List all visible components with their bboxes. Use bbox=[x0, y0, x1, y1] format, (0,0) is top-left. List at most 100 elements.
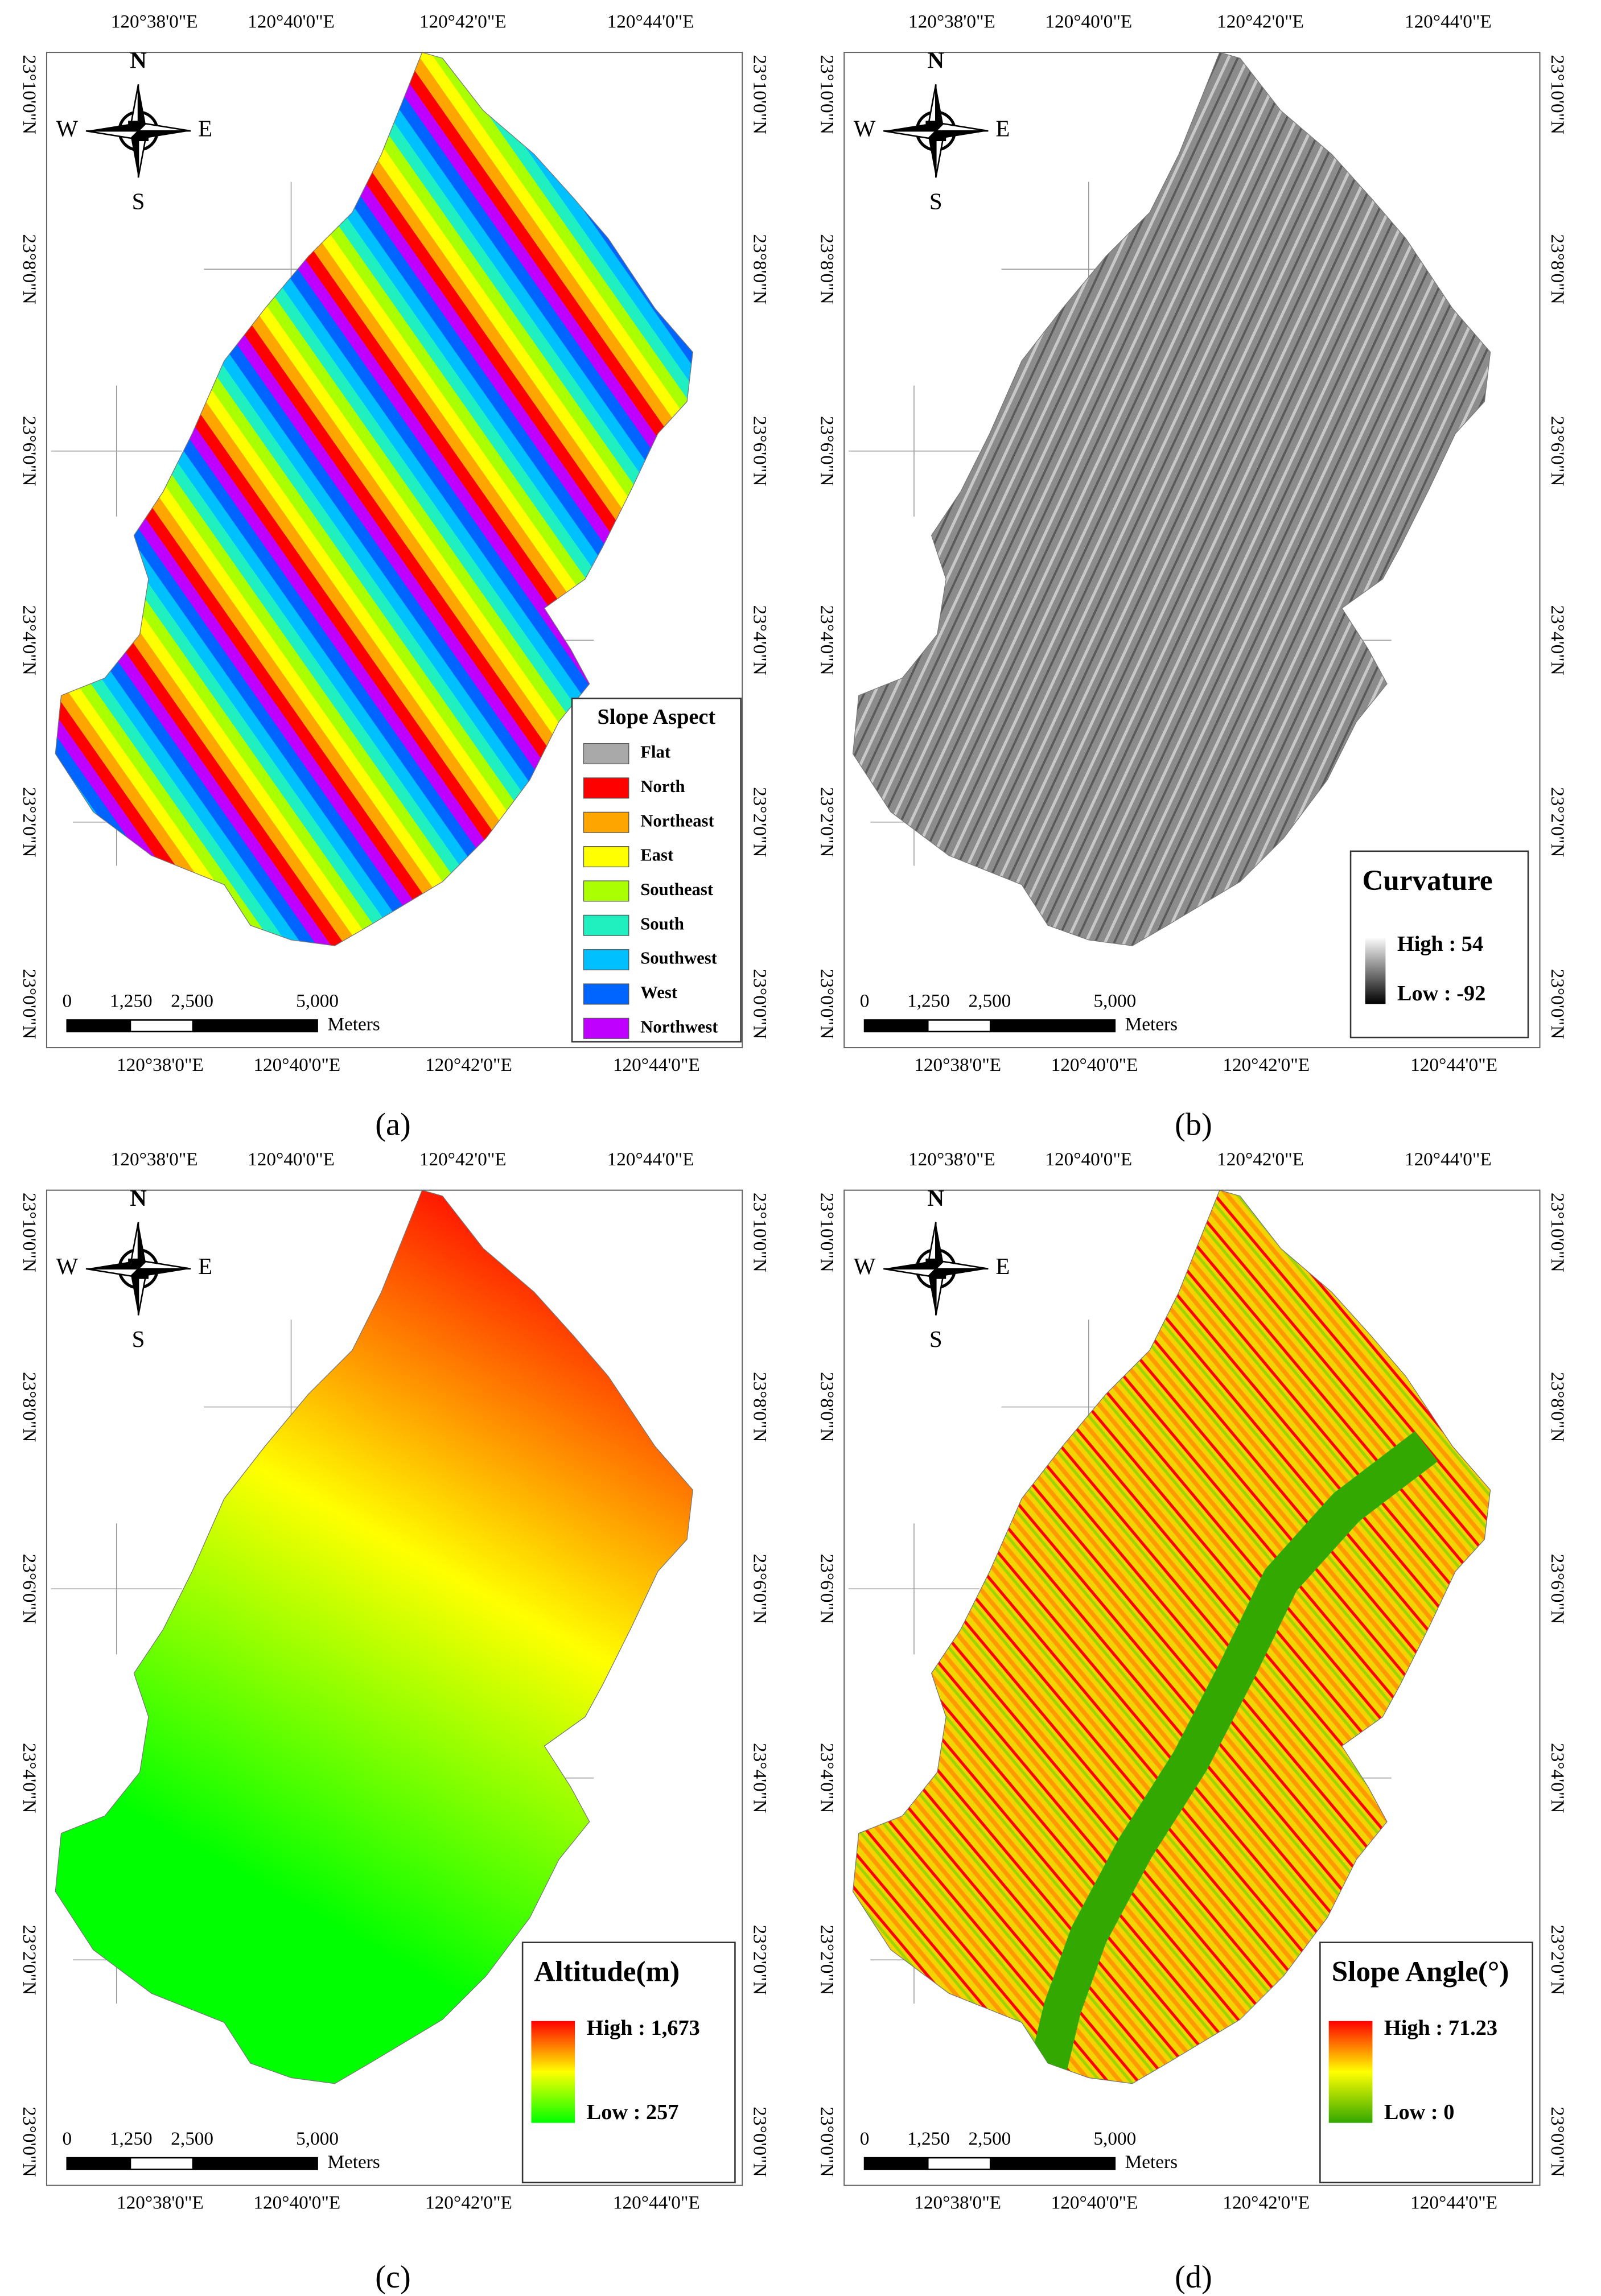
lat-label: 23°6'0"N bbox=[1547, 1554, 1568, 1624]
lat-label: 23°10'0"N bbox=[816, 55, 837, 134]
lat-label: 23°6'0"N bbox=[19, 416, 40, 486]
lat-label: 23°6'0"N bbox=[19, 1554, 40, 1624]
legend-high: High : 54 bbox=[1397, 932, 1483, 956]
scale-tick: 0 bbox=[62, 990, 72, 1011]
lat-label: 23°4'0"N bbox=[19, 605, 40, 675]
legend-swatch bbox=[583, 983, 629, 1005]
lat-label: 23°0'0"N bbox=[750, 969, 771, 1039]
lon-label: 120°38'0"E bbox=[908, 11, 995, 32]
lat-label: 23°0'0"N bbox=[750, 2107, 771, 2177]
compass-e: E bbox=[995, 116, 1010, 142]
lon-label: 120°44'0"E bbox=[613, 1054, 700, 1075]
lat-label: 23°4'0"N bbox=[816, 1743, 837, 1813]
compass-e: E bbox=[995, 1254, 1010, 1279]
lat-label: 23°0'0"N bbox=[1547, 2107, 1568, 2177]
scale-bar-segment bbox=[865, 2158, 929, 2170]
scale-tick: 2,500 bbox=[171, 2128, 213, 2149]
scale-tick: 0 bbox=[62, 2128, 72, 2149]
scale-unit: Meters bbox=[327, 2151, 380, 2173]
scale-bar-segment bbox=[865, 1020, 929, 1032]
lon-label: 120°40'0"E bbox=[248, 1149, 335, 1170]
lon-label: 120°44'0"E bbox=[607, 11, 694, 32]
lat-label: 23°8'0"N bbox=[750, 234, 771, 304]
river-valley bbox=[1029, 1431, 1438, 2074]
lat-label: 23°6'0"N bbox=[1547, 416, 1568, 486]
lon-label: 120°38'0"E bbox=[111, 1149, 198, 1170]
panel-label: (a) bbox=[375, 1107, 410, 1143]
lon-label: 120°40'0"E bbox=[253, 1054, 340, 1075]
panel-label: (b) bbox=[1175, 1107, 1212, 1143]
compass-e: E bbox=[198, 1254, 212, 1279]
map-panel: 120°38'0"E 120°40'0"E 120°42'0"E 120°44'0"E… bbox=[816, 1149, 1568, 2213]
scale-unit: Meters bbox=[1125, 1013, 1178, 1034]
legend-title: Curvature bbox=[1363, 864, 1493, 897]
legend-label: Flat bbox=[640, 743, 671, 762]
map-panel: 120°38'0"E 120°40'0"E 120°42'0"E 120°44'0"E… bbox=[816, 11, 1568, 1075]
lat-label: 23°10'0"N bbox=[816, 1193, 837, 1272]
lat-label: 23°8'0"N bbox=[1547, 1372, 1568, 1442]
legend-label: West bbox=[640, 983, 678, 1002]
legend-label: South bbox=[640, 914, 684, 933]
legend-swatch bbox=[583, 846, 629, 868]
compass-n: N bbox=[130, 47, 147, 73]
lon-label: 120°44'0"E bbox=[1410, 2192, 1497, 2213]
lat-label: 23°10'0"N bbox=[750, 55, 771, 134]
legend-low: Low : -92 bbox=[1397, 982, 1486, 1005]
lon-label: 120°44'0"E bbox=[1405, 1149, 1492, 1170]
compass-s: S bbox=[132, 1326, 145, 1352]
panel-label: (c) bbox=[375, 2260, 410, 2295]
lat-label: 23°10'0"N bbox=[750, 1193, 771, 1272]
compass-n: N bbox=[130, 1185, 147, 1211]
lon-label: 120°38'0"E bbox=[914, 2192, 1001, 2213]
lon-label: 120°42'0"E bbox=[1223, 1054, 1310, 1075]
map-frame bbox=[843, 52, 1541, 1049]
compass-s: S bbox=[929, 188, 943, 214]
scale-bar-segment bbox=[67, 2158, 131, 2170]
scale-bar-segment bbox=[192, 2158, 318, 2170]
lat-label: 23°0'0"N bbox=[1547, 969, 1568, 1039]
lon-label: 120°38'0"E bbox=[914, 1054, 1001, 1075]
legend-label: Southwest bbox=[640, 949, 717, 968]
legend-label: North bbox=[640, 777, 685, 796]
lat-label: 23°2'0"N bbox=[816, 787, 837, 857]
lon-label: 120°42'0"E bbox=[419, 11, 507, 32]
map-panel: 120°38'0"E 120°40'0"E 120°42'0"E 120°44'0"E… bbox=[19, 11, 771, 1075]
map-panel: 120°38'0"E 120°40'0"E 120°42'0"E 120°44'0"E… bbox=[19, 1149, 771, 2213]
lon-label: 120°40'0"E bbox=[1051, 1054, 1138, 1075]
lat-label: 23°6'0"N bbox=[816, 416, 837, 486]
scale-tick: 5,000 bbox=[1093, 2128, 1136, 2149]
lat-label: 23°4'0"N bbox=[750, 605, 771, 675]
lat-label: 23°0'0"N bbox=[19, 969, 40, 1039]
lon-label: 120°40'0"E bbox=[253, 2192, 340, 2213]
lat-label: 23°8'0"N bbox=[816, 234, 837, 304]
legend-swatch bbox=[583, 1017, 629, 1039]
scale-tick: 2,500 bbox=[969, 990, 1011, 1011]
legend-label: Northeast bbox=[640, 811, 714, 830]
lat-label: 23°10'0"N bbox=[19, 1193, 40, 1272]
basin-shape bbox=[852, 1189, 1491, 2084]
compass: N S W E bbox=[56, 1185, 212, 1352]
lat-label: 23°4'0"N bbox=[816, 605, 837, 675]
lat-label: 23°6'0"N bbox=[750, 1554, 771, 1624]
lat-label: 23°2'0"N bbox=[19, 787, 40, 857]
lon-label: 120°42'0"E bbox=[419, 1149, 507, 1170]
legend-swatch bbox=[583, 880, 629, 902]
lat-label: 23°0'0"N bbox=[19, 2107, 40, 2177]
compass-s: S bbox=[132, 188, 145, 214]
scale-tick: 5,000 bbox=[296, 990, 339, 1011]
legend-swatch bbox=[583, 743, 629, 765]
lat-label: 23°2'0"N bbox=[750, 787, 771, 857]
lat-label: 23°4'0"N bbox=[750, 1743, 771, 1813]
legend-title: Slope Aspect bbox=[597, 705, 715, 729]
lat-label: 23°4'0"N bbox=[1547, 605, 1568, 675]
scale-tick: 2,500 bbox=[171, 990, 213, 1011]
basin-shape bbox=[852, 52, 1491, 946]
legend-swatch bbox=[583, 949, 629, 971]
legend-high: High : 71.23 bbox=[1384, 2016, 1497, 2040]
lat-label: 23°2'0"N bbox=[816, 1925, 837, 1995]
lat-label: 23°6'0"N bbox=[816, 1554, 837, 1624]
scale-unit: Meters bbox=[327, 1013, 380, 1034]
scale-tick: 1,250 bbox=[110, 2128, 153, 2149]
scale-tick: 5,000 bbox=[1093, 990, 1136, 1011]
